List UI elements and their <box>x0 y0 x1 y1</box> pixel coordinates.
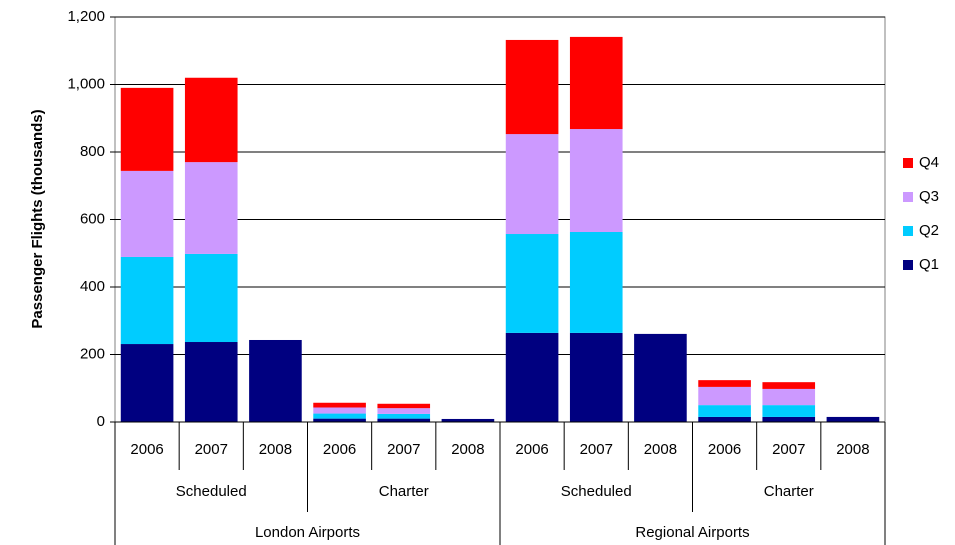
subgroup-label: Charter <box>764 483 814 500</box>
x-tick-label: 2008 <box>259 441 292 458</box>
x-tick-label: 2007 <box>580 441 613 458</box>
x-tick-label: 2006 <box>515 441 548 458</box>
bar-segment <box>377 418 431 422</box>
bar-segment <box>377 413 431 419</box>
y-tick-label: 1,000 <box>67 75 105 92</box>
x-tick-label: 2008 <box>644 441 677 458</box>
subgroup-label: Charter <box>379 483 429 500</box>
bar-segment <box>826 416 880 422</box>
legend-label: Q1 <box>919 256 939 273</box>
legend-swatch <box>903 260 913 270</box>
bar-segment <box>120 344 174 422</box>
group-label: London Airports <box>255 524 360 541</box>
bar-segment <box>120 87 174 171</box>
bar-segment <box>762 405 816 417</box>
bar-segment <box>569 332 623 422</box>
x-tick-label: 2006 <box>323 441 356 458</box>
group-label: Regional Airports <box>635 524 749 541</box>
bar-segment <box>762 416 816 422</box>
bar-segment <box>569 231 623 333</box>
y-tick-label: 400 <box>80 278 105 295</box>
legend-swatch <box>903 158 913 168</box>
bar-segment <box>505 332 559 422</box>
bar-segment <box>634 333 687 422</box>
legend-label: Q3 <box>919 188 939 205</box>
bar-segment <box>441 418 495 422</box>
y-axis-title: Passenger Flights (thousands) <box>29 109 46 328</box>
y-tick-label: 0 <box>97 413 105 430</box>
y-tick-label: 600 <box>80 210 105 227</box>
x-tick-label: 2008 <box>451 441 484 458</box>
legend-swatch <box>903 226 913 236</box>
x-tick-label: 2006 <box>708 441 741 458</box>
bar-segment <box>569 129 623 232</box>
bar-segment <box>184 162 238 254</box>
x-tick-label: 2008 <box>836 441 869 458</box>
x-tick-label: 2007 <box>772 441 805 458</box>
bar-segment <box>377 408 431 414</box>
bar-segment <box>377 403 431 409</box>
legend-label: Q4 <box>919 154 939 171</box>
subgroup-label: Scheduled <box>176 483 247 500</box>
bar-segment <box>313 407 366 414</box>
bar-segment <box>762 388 816 406</box>
y-tick-label: 800 <box>80 143 105 160</box>
bar-segment <box>698 405 751 417</box>
bar-segment <box>184 77 238 163</box>
bar-segment <box>313 418 366 422</box>
bar-segment <box>505 234 559 333</box>
legend-swatch <box>903 192 913 202</box>
bar-segment <box>184 342 238 422</box>
bar-segment <box>698 386 751 406</box>
x-tick-label: 2007 <box>195 441 228 458</box>
y-tick-label: 1,200 <box>67 8 105 25</box>
bar-segment <box>120 256 174 345</box>
x-tick-label: 2007 <box>387 441 420 458</box>
bar-segment <box>762 382 816 389</box>
legend-label: Q2 <box>919 222 939 239</box>
x-tick-label: 2006 <box>130 441 163 458</box>
bar-segment <box>505 39 559 135</box>
bar-segment <box>569 36 623 130</box>
bar-segment <box>120 170 174 257</box>
bar-segment <box>698 380 751 387</box>
y-tick-label: 200 <box>80 345 105 362</box>
bar-segment <box>313 413 366 419</box>
bar-segment <box>505 134 559 235</box>
subgroup-label: Scheduled <box>561 483 632 500</box>
bar-segment <box>698 416 751 422</box>
bar-segment <box>249 339 302 422</box>
bar-segment <box>184 253 238 343</box>
bar-segment <box>313 402 366 408</box>
